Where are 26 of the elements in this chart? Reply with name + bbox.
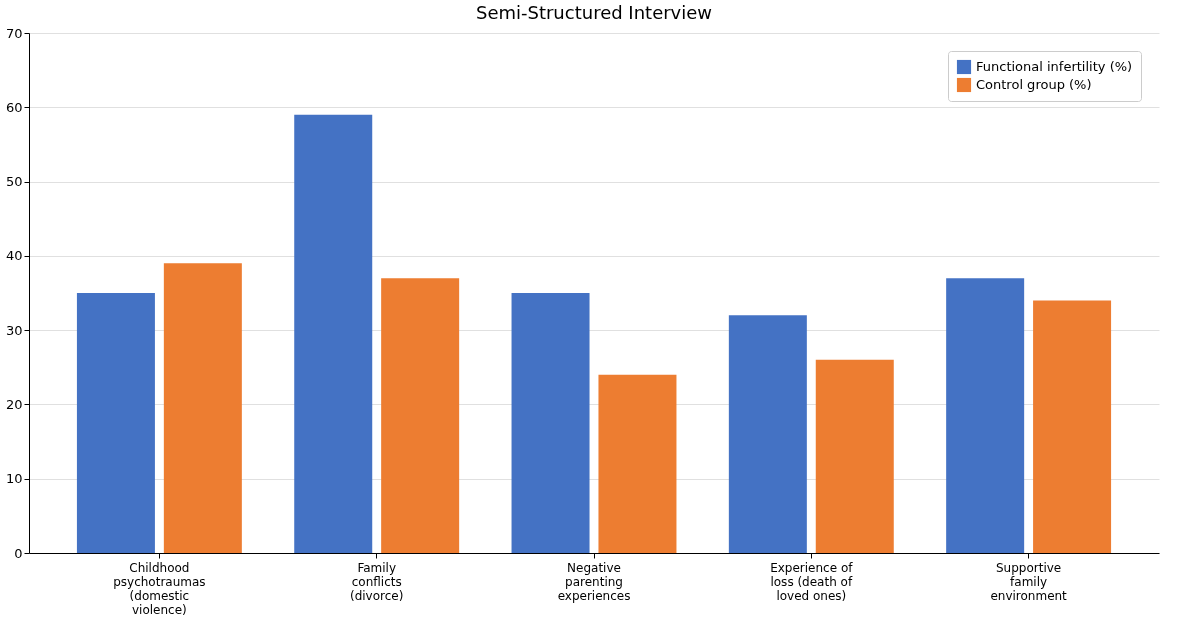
bar bbox=[946, 278, 1025, 553]
legend-label: Control group (%) bbox=[976, 77, 1092, 92]
y-tick-label: 30 bbox=[5, 322, 23, 338]
y-tick-label: 70 bbox=[5, 25, 23, 41]
x-tick-label: Supportive family environment bbox=[990, 560, 1068, 603]
legend-label: Functional infertility (%) bbox=[976, 59, 1133, 74]
bar bbox=[511, 293, 590, 553]
bar bbox=[728, 315, 807, 553]
bar bbox=[598, 374, 677, 553]
bar bbox=[294, 114, 373, 553]
x-tick-label: Negative parenting experiences bbox=[557, 560, 631, 603]
x-tick-label: Family conflicts (divorce) bbox=[349, 560, 404, 603]
y-tick-label: 40 bbox=[5, 248, 23, 264]
bar bbox=[381, 278, 460, 553]
bar bbox=[815, 359, 894, 553]
y-tick-label: 20 bbox=[5, 396, 23, 412]
y-tick-label: 0 bbox=[14, 545, 23, 561]
y-tick-label: 50 bbox=[5, 174, 23, 190]
x-tick-label: Childhood psychotraumas (domestic violence) bbox=[113, 560, 206, 617]
y-tick-label: 60 bbox=[5, 99, 23, 115]
bar bbox=[76, 293, 155, 553]
bar bbox=[1033, 300, 1112, 553]
chart-title: Semi-Structured Interview bbox=[475, 2, 713, 23]
y-tick-label: 10 bbox=[5, 471, 23, 487]
bar bbox=[163, 263, 242, 553]
x-tick-label: Experience of loss (death of loved ones) bbox=[770, 560, 854, 603]
